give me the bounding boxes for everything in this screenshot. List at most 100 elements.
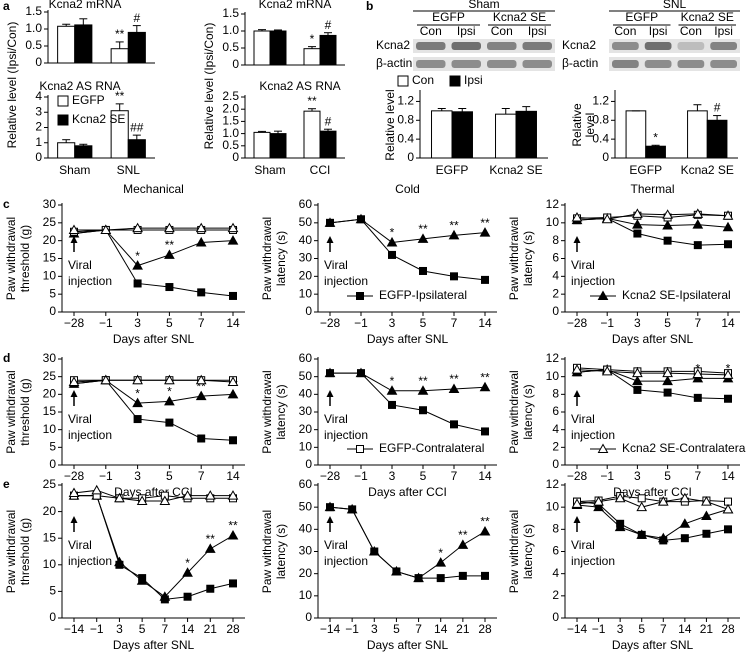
y-tick-label: 12	[546, 197, 560, 211]
y-tick-label: 0.5	[25, 38, 42, 52]
marker	[133, 279, 142, 288]
y-tick-label: 30	[43, 197, 57, 211]
y-axis-label: Relative	[570, 103, 584, 147]
y-axis-label: Paw withdrawal	[507, 370, 521, 453]
blot-strip	[609, 57, 740, 71]
y-tick-label: 50	[299, 215, 313, 229]
marker	[355, 367, 367, 378]
y-axis-label: latency (s)	[521, 384, 535, 439]
blot-band	[677, 60, 705, 68]
marker	[419, 266, 427, 275]
x-tick-label: 14	[678, 622, 692, 636]
y-tick-label: 10	[299, 440, 313, 454]
marker	[133, 415, 142, 424]
y-tick-label: 0.8	[397, 112, 414, 126]
x-tick-label: −1	[345, 622, 359, 636]
y-tick-label: 1.2	[592, 94, 609, 108]
legend-swatch	[57, 114, 69, 126]
marker	[692, 368, 704, 379]
y-tick-label: 60	[299, 477, 313, 491]
marker	[593, 496, 604, 506]
x-tick-label: 7	[162, 622, 169, 636]
y-tick-label: 0.5	[222, 40, 239, 54]
marker	[227, 376, 239, 386]
x-tick-label: 28	[721, 622, 735, 636]
annotation: injection	[68, 274, 112, 288]
y-tick-label: 6	[552, 251, 559, 265]
y-tick-label: 5	[49, 584, 56, 598]
significance-mark: **	[206, 532, 216, 546]
blot-strip	[413, 57, 555, 71]
blot-group: EGFP	[432, 10, 465, 24]
x-tick-label: 28	[226, 622, 240, 636]
marker	[571, 364, 583, 374]
bar	[253, 131, 271, 159]
marker	[132, 260, 143, 270]
marker	[419, 406, 427, 415]
blot-band	[612, 42, 639, 50]
significance-mark: **	[418, 374, 428, 388]
bar	[269, 30, 287, 66]
marker	[183, 592, 192, 601]
x-tick-label: 5	[420, 316, 427, 330]
marker	[388, 400, 396, 409]
y-tick-label: 0	[552, 457, 559, 471]
y-tick-label: 1.5	[222, 114, 239, 128]
marker	[448, 383, 460, 394]
marker	[657, 496, 669, 506]
series-line	[576, 369, 729, 376]
marker	[662, 209, 673, 219]
x-tick-label: 14	[721, 469, 735, 483]
marker	[182, 490, 193, 500]
series-line	[330, 372, 486, 392]
bar	[110, 48, 129, 64]
y-tick-label: 2	[552, 588, 559, 602]
x-tick-label: −1	[600, 469, 614, 483]
x-tick-label: 3	[617, 622, 624, 636]
marker	[679, 518, 691, 528]
marker	[724, 394, 732, 403]
marker	[663, 236, 672, 245]
x-tick-label: 14	[721, 316, 735, 330]
annotation: injection	[68, 428, 112, 442]
marker	[601, 365, 613, 376]
y-tick-label: 3	[35, 104, 42, 118]
series-line	[329, 218, 486, 243]
marker	[195, 222, 207, 233]
series-line	[576, 213, 729, 220]
marker	[195, 390, 207, 401]
y-tick-label: 0	[35, 55, 42, 69]
significance-mark: **	[307, 94, 317, 108]
blot-row-label: β-actin	[562, 56, 598, 70]
marker	[386, 236, 398, 247]
y-axis-label: latency (s)	[274, 384, 288, 439]
y-tick-label: 0	[232, 150, 239, 164]
y-tick-label: 15	[43, 251, 57, 265]
y-tick-label: 60	[299, 197, 313, 211]
blot-band	[451, 60, 481, 68]
x-tick-label: 3	[389, 316, 396, 330]
y-axis-label: Paw withdrawal	[4, 370, 18, 453]
x-tick-label: −14	[567, 622, 588, 636]
x-axis-label: Days after SNL	[113, 638, 195, 652]
marker	[227, 222, 239, 233]
marker	[692, 208, 704, 218]
y-tick-label: 40	[299, 522, 313, 536]
significance-mark: **	[480, 216, 490, 230]
series-line	[329, 218, 486, 281]
y-axis-label: threshold (g)	[18, 378, 32, 445]
marker	[637, 494, 646, 503]
marker	[693, 393, 702, 402]
legend-label: Ipsi	[464, 73, 483, 87]
x-tick-label: −28	[320, 316, 341, 330]
x-tick-label: EGFP	[436, 163, 469, 177]
y-tick-label: 50	[299, 369, 313, 383]
series-line	[576, 217, 729, 228]
significance-mark: *	[167, 385, 172, 399]
y-tick-label: 20	[299, 422, 313, 436]
marker	[663, 388, 672, 397]
marker	[632, 219, 643, 229]
y-tick-label: 0.5	[222, 138, 239, 152]
marker	[165, 283, 174, 292]
marker	[356, 292, 364, 300]
